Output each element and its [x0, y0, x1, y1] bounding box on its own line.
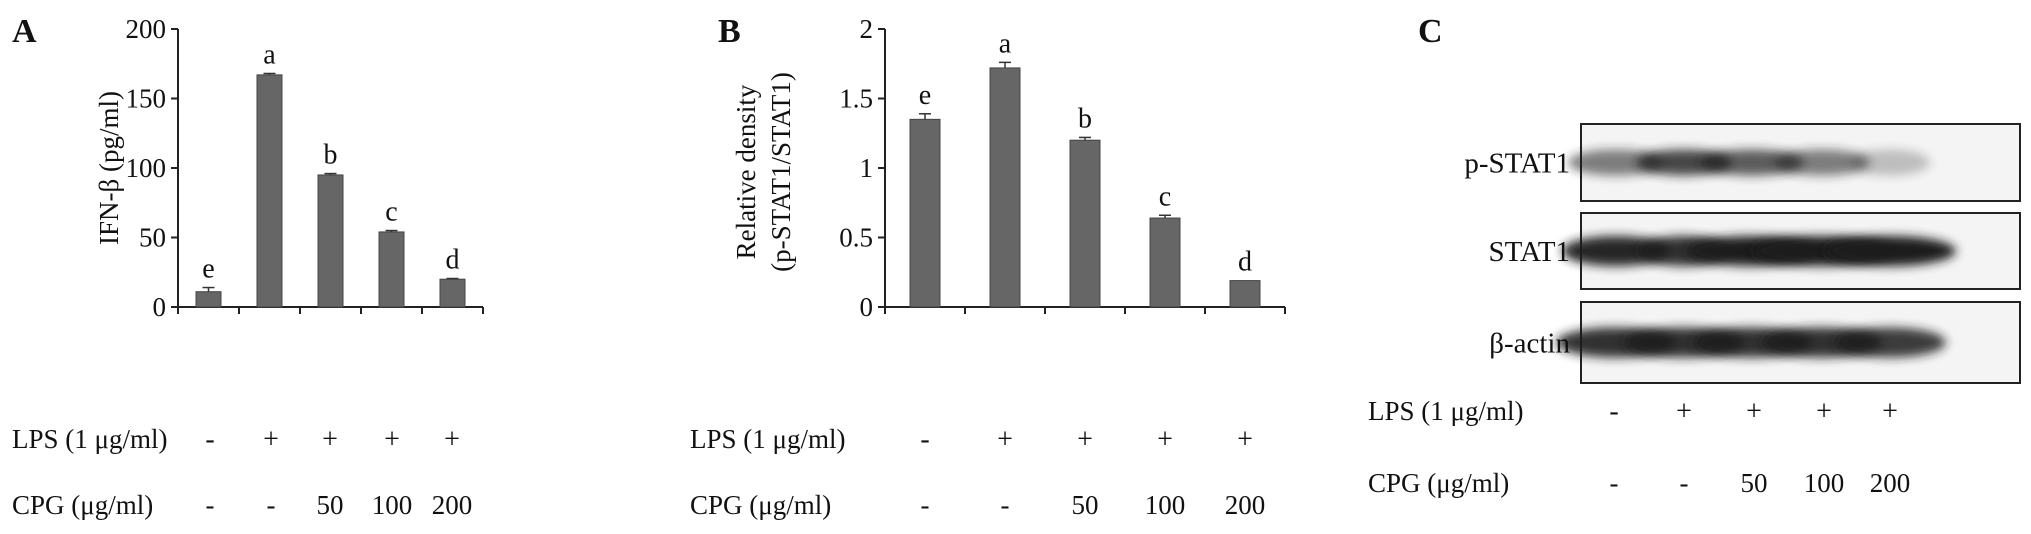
panel-a-ylabel: IFN-β (pg/ml)	[94, 91, 124, 245]
significance-letter: d	[1238, 247, 1252, 278]
panel-b-ylabel-line2: (p-STAT1/STAT1)	[766, 72, 796, 272]
blot-row: β-actin	[1489, 301, 2021, 384]
cpg-value: -	[921, 490, 930, 520]
y-tick-label: 200	[126, 14, 167, 44]
cpg-value: 200	[432, 490, 473, 520]
bar	[317, 174, 344, 308]
cpg-value: 100	[372, 490, 413, 520]
bar	[909, 118, 941, 308]
blot-band	[1562, 236, 1670, 266]
panel-b-lps-label: LPS (1 μg/ml)	[690, 424, 846, 454]
lps-value: -	[1609, 396, 1618, 427]
bar	[1149, 217, 1181, 308]
bar	[1229, 280, 1261, 308]
cpg-value: -	[206, 490, 215, 520]
bar	[378, 231, 405, 308]
cpg-value: 200	[1870, 468, 1911, 498]
lps-value: +	[322, 424, 338, 455]
y-tick-label: 150	[126, 84, 167, 114]
panel-a-cpg-label: CPG (μg/ml)	[12, 490, 153, 520]
panel-b-treatment-values: - + + + + - - 50 100 200	[920, 424, 1265, 520]
cpg-value: 100	[1804, 468, 1845, 498]
lps-value: +	[1882, 396, 1898, 427]
blot-band	[1834, 327, 1946, 358]
blot-row-label: STAT1	[1489, 236, 1570, 268]
significance-letter: a	[999, 28, 1012, 59]
lps-value: +	[997, 424, 1013, 455]
lps-value: +	[1676, 396, 1692, 427]
y-tick-label: 1.5	[839, 84, 873, 114]
lps-value: -	[205, 424, 214, 455]
lps-value: +	[1077, 424, 1093, 455]
blot-row-label: p-STAT1	[1464, 148, 1570, 180]
panel-c-treatment-values: - + + + + - - 50 100 200	[1609, 396, 1910, 498]
cpg-value: -	[1680, 468, 1689, 498]
bar	[439, 278, 466, 308]
blot-band	[1700, 149, 1804, 176]
lps-value: +	[444, 424, 460, 455]
western-blot: p-STAT1 STAT1 β-actin	[1464, 123, 2021, 384]
significance-letter: c	[1159, 181, 1171, 212]
y-tick-label: 1	[860, 153, 874, 183]
significance-letter: b	[1078, 103, 1092, 134]
y-tick-label: 0.5	[839, 223, 873, 253]
y-tick-label: 0	[860, 292, 874, 322]
significance-letter: a	[263, 39, 276, 70]
lps-value: +	[384, 424, 400, 455]
y-tick-label: 100	[126, 153, 167, 183]
lps-value: -	[920, 424, 929, 455]
blot-row-label: β-actin	[1489, 328, 1570, 360]
cpg-value: 200	[1225, 490, 1266, 520]
blot-row: STAT1	[1489, 212, 2021, 290]
cpg-value: -	[1001, 490, 1010, 520]
panel-a-lps-label: LPS (1 μg/ml)	[12, 424, 168, 454]
bar	[989, 67, 1021, 308]
panel-a-letter: A	[12, 13, 37, 50]
blot-band	[1824, 236, 1956, 266]
cpg-value: 50	[317, 490, 344, 520]
significance-letter: c	[385, 197, 397, 228]
bar	[256, 74, 283, 308]
panel-b-cpg-label: CPG (μg/ml)	[690, 490, 831, 520]
significance-letter: d	[446, 245, 460, 276]
y-tick-label: 50	[139, 223, 166, 253]
lps-value: +	[263, 424, 279, 455]
panel-b-ylabel-line1: Relative density	[731, 84, 761, 259]
panel-b-letter: B	[718, 13, 741, 50]
lps-value: +	[1746, 396, 1762, 427]
blot-band	[1850, 149, 1930, 176]
cpg-value: 100	[1145, 490, 1186, 520]
significance-letter: b	[324, 140, 338, 171]
blot-band	[1774, 149, 1870, 176]
bar	[195, 291, 222, 308]
y-tick-label: 0	[153, 292, 167, 322]
panel-a-treatment-values: - + + + + - - 50 100 200	[205, 424, 472, 520]
cpg-value: 50	[1741, 468, 1768, 498]
panel-c-letter: C	[1418, 13, 1443, 50]
cpg-value: -	[267, 490, 276, 520]
panel-c-cpg-label: CPG (μg/ml)	[1368, 468, 1509, 498]
significance-letter: e	[919, 80, 931, 111]
y-tick-label: 2	[860, 14, 874, 44]
lps-value: +	[1157, 424, 1173, 455]
bar	[1069, 139, 1101, 308]
cpg-value: -	[1610, 468, 1619, 498]
lps-value: +	[1816, 396, 1832, 427]
chart-b: 0 0.5 1 1.5 2 e a b c d	[839, 14, 1286, 322]
chart-a: 0 50 100 150 200 e a b c d	[126, 14, 484, 322]
blot-band	[1568, 149, 1664, 176]
blot-row: p-STAT1	[1464, 123, 2021, 202]
lps-value: +	[1237, 424, 1253, 455]
panel-c-lps-label: LPS (1 μg/ml)	[1368, 396, 1524, 426]
cpg-value: 50	[1072, 490, 1099, 520]
significance-letter: e	[202, 254, 214, 285]
